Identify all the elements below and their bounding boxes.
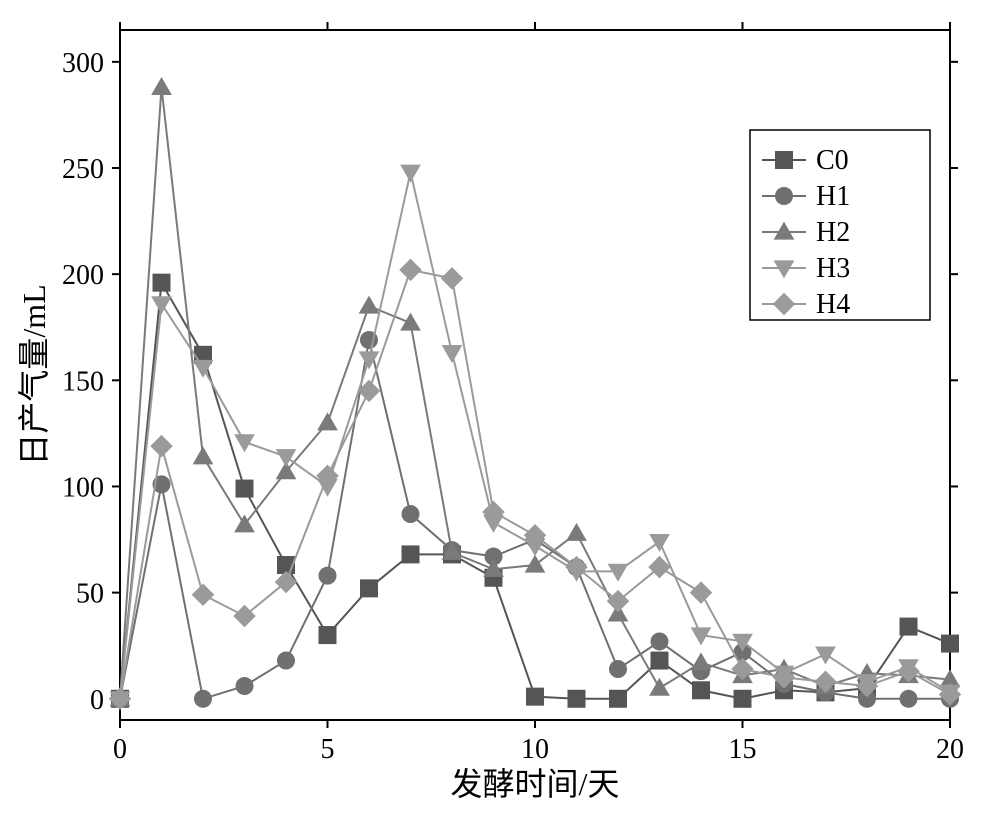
x-tick-label: 15 — [729, 734, 757, 765]
y-tick-label: 250 — [62, 154, 104, 185]
x-tick-label: 0 — [113, 734, 127, 765]
legend-label-H3: H3 — [816, 253, 850, 284]
series-C0 — [111, 274, 959, 708]
y-axis-label: 日产气量/mL — [16, 284, 52, 465]
y-tick-label: 0 — [90, 685, 104, 716]
y-tick-label: 50 — [76, 579, 104, 610]
y-tick-label: 200 — [62, 260, 104, 291]
legend-label-H1: H1 — [816, 181, 850, 212]
x-tick-label: 10 — [521, 734, 549, 765]
x-axis-label: 发酵时间/天 — [451, 766, 620, 802]
legend-label-H4: H4 — [816, 289, 850, 320]
chart-container: 05101520050100150200250300发酵时间/天日产气量/mLC… — [0, 0, 1000, 822]
y-tick-label: 150 — [62, 366, 104, 397]
x-tick-label: 5 — [321, 734, 335, 765]
x-tick-label: 20 — [936, 734, 964, 765]
line-chart: 05101520050100150200250300发酵时间/天日产气量/mLC… — [0, 0, 1000, 822]
legend-label-H2: H2 — [816, 217, 850, 248]
legend-label-C0: C0 — [816, 145, 849, 176]
y-tick-label: 300 — [62, 48, 104, 79]
y-tick-label: 100 — [62, 472, 104, 503]
